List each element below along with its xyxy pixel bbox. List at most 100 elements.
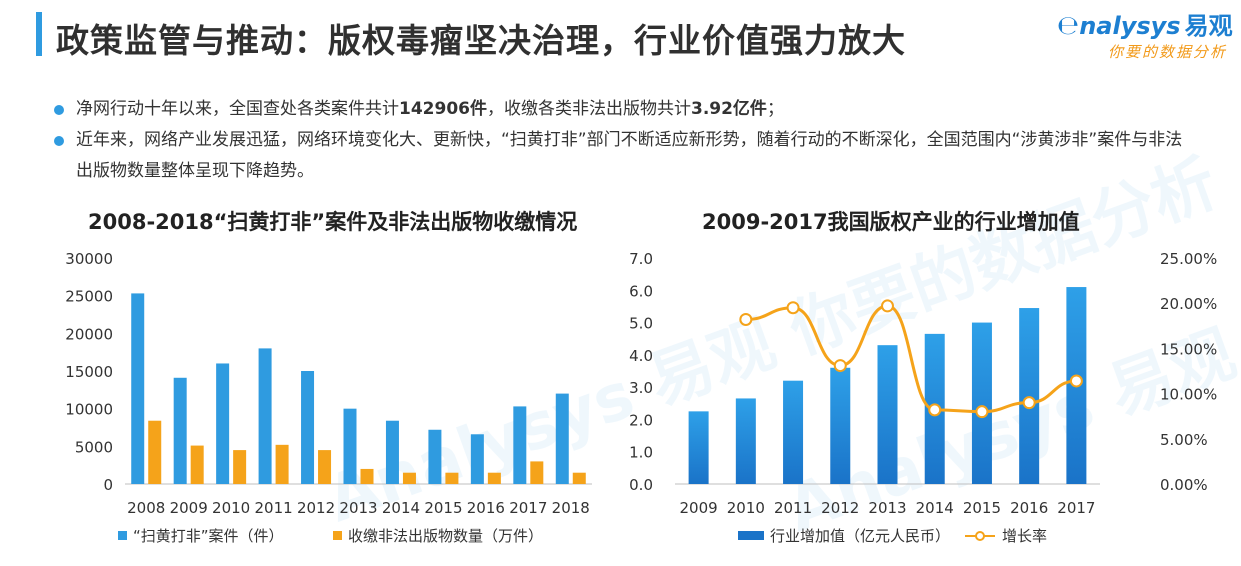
growth-rate-point xyxy=(1022,396,1036,410)
bullet-item: 近年来，网络产业发展迅猛，网络环境变化大、更新快，“扫黄打非”部门不断适应新形势… xyxy=(54,125,1194,187)
title-accent-bar xyxy=(36,12,42,56)
growth-rate-point xyxy=(881,299,894,313)
y-left-tick-label: 4.0 xyxy=(629,347,653,365)
x-tick-label: 2013 xyxy=(339,499,377,517)
legend-label: 收缴非法出版物数量（万件） xyxy=(348,527,543,545)
bar-cases xyxy=(428,429,442,484)
chart-title-right: 2009-2017我国版权产业的行业增加值 xyxy=(702,210,1080,234)
y-left-tick-label: 3.0 xyxy=(629,379,653,397)
bar-value-added xyxy=(1019,308,1040,484)
brand-tagline: 你要的数据分析 xyxy=(1107,43,1227,61)
x-tick-label: 2018 xyxy=(552,499,590,517)
bar-value-added xyxy=(830,367,851,484)
bullet-list: 净网行动十年以来，全国查处各类案件共计142906件，收缴各类非法出版物共计3.… xyxy=(54,94,1194,187)
bar-value-added xyxy=(877,345,898,484)
y-tick-label: 5000 xyxy=(75,438,113,456)
bar-publications xyxy=(572,472,586,484)
legend-swatch-bar xyxy=(738,531,764,540)
x-tick-label: 2015 xyxy=(963,499,1001,517)
y-right-tick-label: 0.00% xyxy=(1160,476,1208,494)
x-tick-label: 2016 xyxy=(1010,499,1048,517)
y-tick-label: 25000 xyxy=(65,288,113,306)
x-tick-label: 2017 xyxy=(1057,499,1095,517)
publication-count: 3.92亿件 xyxy=(690,99,767,119)
bar-publications xyxy=(233,450,247,484)
y-left-tick-label: 0.0 xyxy=(629,476,653,494)
x-tick-label: 2012 xyxy=(821,499,859,517)
bar-cases xyxy=(301,371,315,484)
bar-publications xyxy=(445,472,459,484)
bar-cases xyxy=(555,393,569,484)
bullet-dot-icon xyxy=(54,105,64,115)
bar-publications xyxy=(402,472,416,484)
bar-value-added xyxy=(783,380,804,484)
bar-publications xyxy=(530,461,544,484)
bar-publications xyxy=(275,444,289,484)
y-tick-label: 0 xyxy=(103,476,113,494)
growth-rate-line xyxy=(745,304,1077,414)
x-tick-label: 2011 xyxy=(774,499,812,517)
legend-swatch xyxy=(118,531,127,540)
y-right-tick-label: 15.00% xyxy=(1160,340,1217,358)
bar-cases xyxy=(343,408,357,484)
y-left-tick-label: 7.0 xyxy=(629,250,653,268)
growth-rate-point xyxy=(786,301,800,315)
bar-cases xyxy=(470,434,484,484)
bar-value-added xyxy=(735,398,756,484)
bar-cases xyxy=(216,363,230,484)
y-tick-label: 30000 xyxy=(65,250,113,268)
y-tick-label: 10000 xyxy=(65,401,113,419)
x-tick-label: 2009 xyxy=(680,499,718,517)
bar-cases xyxy=(258,348,272,484)
legend-label: 增长率 xyxy=(1002,527,1047,545)
brand-logo: ℮nalysys 易观 你要的数据分析 xyxy=(1057,6,1233,61)
legend-marker xyxy=(975,531,985,541)
y-right-tick-label: 20.00% xyxy=(1160,295,1217,313)
chart-title-left: 2008-2018“扫黄打非”案件及非法出版物收缴情况 xyxy=(88,210,578,234)
bar-cases xyxy=(385,420,399,484)
x-tick-label: 2013 xyxy=(868,499,906,517)
page-title: 政策监管与推动：版权毒瘤坚决治理，行业价值强力放大 xyxy=(56,21,906,60)
x-tick-label: 2016 xyxy=(467,499,505,517)
x-tick-label: 2011 xyxy=(254,499,292,517)
bar-cases xyxy=(513,406,527,484)
growth-rate-point xyxy=(975,405,989,419)
bar-cases xyxy=(131,293,145,484)
y-tick-label: 20000 xyxy=(65,325,113,343)
bar-publications xyxy=(190,445,204,484)
x-tick-label: 2014 xyxy=(382,499,420,517)
bar-publications xyxy=(360,468,374,484)
growth-rate-point xyxy=(928,403,942,417)
bar-value-added xyxy=(688,411,709,484)
legend-label: “扫黄打非”案件（件） xyxy=(133,527,284,545)
growth-rate-point xyxy=(1069,374,1083,388)
y-right-tick-label: 25.00% xyxy=(1160,250,1217,268)
legend-swatch xyxy=(333,531,342,540)
bar-cases xyxy=(173,377,187,484)
y-right-tick-label: 5.00% xyxy=(1160,431,1208,449)
bullet-dot-icon xyxy=(54,136,64,146)
x-tick-label: 2014 xyxy=(916,499,954,517)
x-tick-label: 2017 xyxy=(509,499,547,517)
growth-rate-point xyxy=(739,312,753,326)
x-tick-label: 2010 xyxy=(212,499,250,517)
x-tick-label: 2008 xyxy=(127,499,165,517)
x-tick-label: 2009 xyxy=(170,499,208,517)
y-left-tick-label: 5.0 xyxy=(629,315,653,333)
legend-label: 行业增加值（亿元人民币） xyxy=(770,527,950,545)
bar-value-added xyxy=(971,322,992,484)
x-tick-label: 2010 xyxy=(727,499,765,517)
growth-rate-point xyxy=(833,359,847,373)
bar-publications xyxy=(148,420,162,484)
y-right-tick-label: 10.00% xyxy=(1160,386,1217,404)
x-tick-label: 2015 xyxy=(424,499,462,517)
chart-copyright-value: 0.0 1.0 2.0 3.0 4.0 5.0 6.0 7.0 0.00% 5.00% 10.00%… xyxy=(629,250,1217,545)
x-tick-label: 2012 xyxy=(297,499,335,517)
bullet-item: 净网行动十年以来，全国查处各类案件共计142906件，收缴各类非法出版物共计3.… xyxy=(54,94,1194,125)
y-left-tick-label: 6.0 xyxy=(629,282,653,300)
case-count: 142906件 xyxy=(399,99,487,119)
brand-name: ℮nalysys 易观 xyxy=(1057,11,1233,41)
bar-publications xyxy=(487,472,501,484)
y-left-tick-label: 1.0 xyxy=(629,444,653,462)
